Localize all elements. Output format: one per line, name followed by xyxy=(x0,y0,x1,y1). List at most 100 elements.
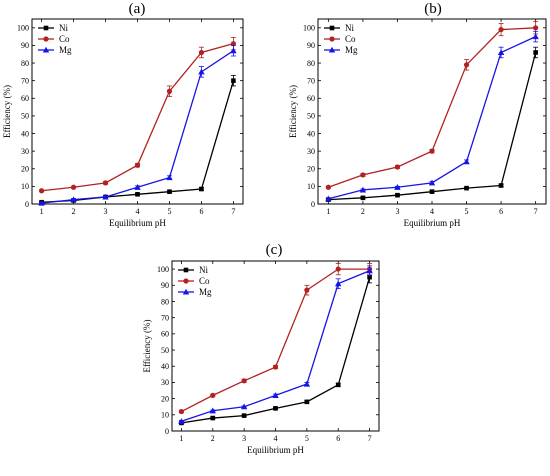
data-point-co xyxy=(166,88,173,94)
data-point-mg xyxy=(38,199,45,206)
x-tick-label: 7 xyxy=(368,434,372,443)
data-point-co xyxy=(394,164,401,170)
y-tick-label: 30 xyxy=(307,147,315,156)
y-tick-label: 80 xyxy=(161,297,169,306)
legend-marker-ni xyxy=(183,267,189,273)
data-point-co xyxy=(241,378,247,384)
x-tick-label: 5 xyxy=(305,434,309,443)
x-tick-label: 6 xyxy=(199,207,203,216)
y-tick-label: 70 xyxy=(307,76,315,85)
x-tick-label: 7 xyxy=(534,207,538,216)
legend-entry-mg: Mg xyxy=(199,287,212,297)
data-point-mg xyxy=(497,49,505,56)
data-point-mg xyxy=(70,196,77,203)
y-tick-label: 40 xyxy=(161,362,169,371)
data-point-co xyxy=(210,392,216,398)
x-tick-label: 2 xyxy=(361,207,365,216)
y-tick-label: 10 xyxy=(161,411,169,420)
y-tick-label: 20 xyxy=(21,165,29,174)
data-point-mg xyxy=(272,392,279,398)
data-point-co xyxy=(70,184,77,190)
x-axis-title: Equilibrium pH xyxy=(247,445,304,455)
legend-marker-co xyxy=(183,278,189,284)
data-point-co xyxy=(230,41,237,47)
y-tick-label: 80 xyxy=(307,59,315,68)
data-point-co xyxy=(360,172,366,178)
y-axis-title: Efficiency (%) xyxy=(142,319,152,372)
data-point-ni xyxy=(241,413,247,418)
data-point-mg xyxy=(359,186,367,193)
panel-label: (c) xyxy=(266,242,283,258)
x-tick-label: 1 xyxy=(179,434,183,443)
x-tick-label: 5 xyxy=(167,207,171,216)
data-point-ni xyxy=(199,186,204,192)
y-tick-label: 0 xyxy=(311,200,315,209)
data-point-co xyxy=(272,364,279,370)
data-point-ni xyxy=(231,78,236,83)
chart-panel-2: (c) 0 10 20 30 40 50 60 70 80 90 100 1 2 3 4 5 6 7 Equilibr… xyxy=(142,242,380,455)
y-tick-label: 50 xyxy=(21,112,29,121)
panel-label: (b) xyxy=(424,1,442,17)
series-line-co xyxy=(41,43,234,192)
y-tick-label: 50 xyxy=(161,346,169,355)
legend-entry-co: Co xyxy=(345,34,356,44)
legend-entry-ni: Ni xyxy=(199,265,208,275)
chart-panel-0: (a) 0 10 20 30 40 50 60 70 80 90 100 1 2 3 4 5 6 7 Equilibr… xyxy=(2,1,244,228)
series-co xyxy=(38,37,237,194)
x-tick-label: 3 xyxy=(242,434,246,443)
data-point-co xyxy=(134,162,141,168)
data-point-co xyxy=(498,26,504,33)
data-point-ni xyxy=(498,183,504,188)
data-point-mg xyxy=(102,193,109,200)
y-tick-label: 50 xyxy=(307,112,315,121)
chart-panel-1: (b) 0 10 20 30 40 50 60 70 80 90 100 1 2 3 4 5 6 7 Equilibr… xyxy=(288,1,547,228)
data-point-ni xyxy=(464,185,469,191)
data-point-mg xyxy=(134,184,141,190)
series-line-ni xyxy=(181,277,371,424)
y-tick-label: 10 xyxy=(21,182,29,191)
x-tick-label: 1 xyxy=(40,207,44,216)
y-tick-label: 20 xyxy=(161,394,169,403)
x-tick-label: 3 xyxy=(104,207,108,216)
y-tick-label: 30 xyxy=(161,378,169,387)
y-tick-label: 30 xyxy=(21,147,29,156)
y-tick-label: 10 xyxy=(307,182,315,191)
legend-marker-mg xyxy=(182,288,190,295)
data-point-ni xyxy=(304,399,310,405)
series-line-co xyxy=(328,27,536,188)
y-tick-label: 60 xyxy=(161,330,169,339)
series-co xyxy=(325,21,539,190)
data-point-ni xyxy=(360,195,366,201)
legend-marker-co xyxy=(43,36,49,42)
x-tick-label: 4 xyxy=(430,207,434,216)
series-mg xyxy=(38,45,237,206)
data-point-mg xyxy=(240,403,248,410)
data-point-co xyxy=(198,49,205,56)
y-tick-label: 80 xyxy=(21,59,29,68)
y-tick-label: 40 xyxy=(307,129,315,138)
data-point-mg xyxy=(230,47,237,54)
legend-marker-mg xyxy=(42,46,50,53)
data-point-co xyxy=(304,287,310,293)
data-point-mg xyxy=(366,267,373,274)
legend-marker-co xyxy=(329,36,335,42)
data-point-mg xyxy=(166,174,173,181)
x-axis-title: Equilibrium pH xyxy=(404,218,461,228)
x-tick-label: 7 xyxy=(231,207,235,216)
y-tick-label: 100 xyxy=(17,24,29,33)
data-point-co xyxy=(38,188,45,194)
data-point-mg xyxy=(209,407,216,414)
series-mg xyxy=(325,30,539,202)
x-tick-label: 6 xyxy=(499,207,503,216)
y-tick-label: 70 xyxy=(161,313,169,322)
data-point-mg xyxy=(325,195,332,202)
data-point-mg xyxy=(303,380,311,387)
y-tick-label: 70 xyxy=(21,76,29,85)
legend-entry-ni: Ni xyxy=(345,23,354,33)
data-point-ni xyxy=(273,406,278,411)
series-line-ni xyxy=(41,80,235,203)
y-tick-label: 0 xyxy=(25,200,29,209)
